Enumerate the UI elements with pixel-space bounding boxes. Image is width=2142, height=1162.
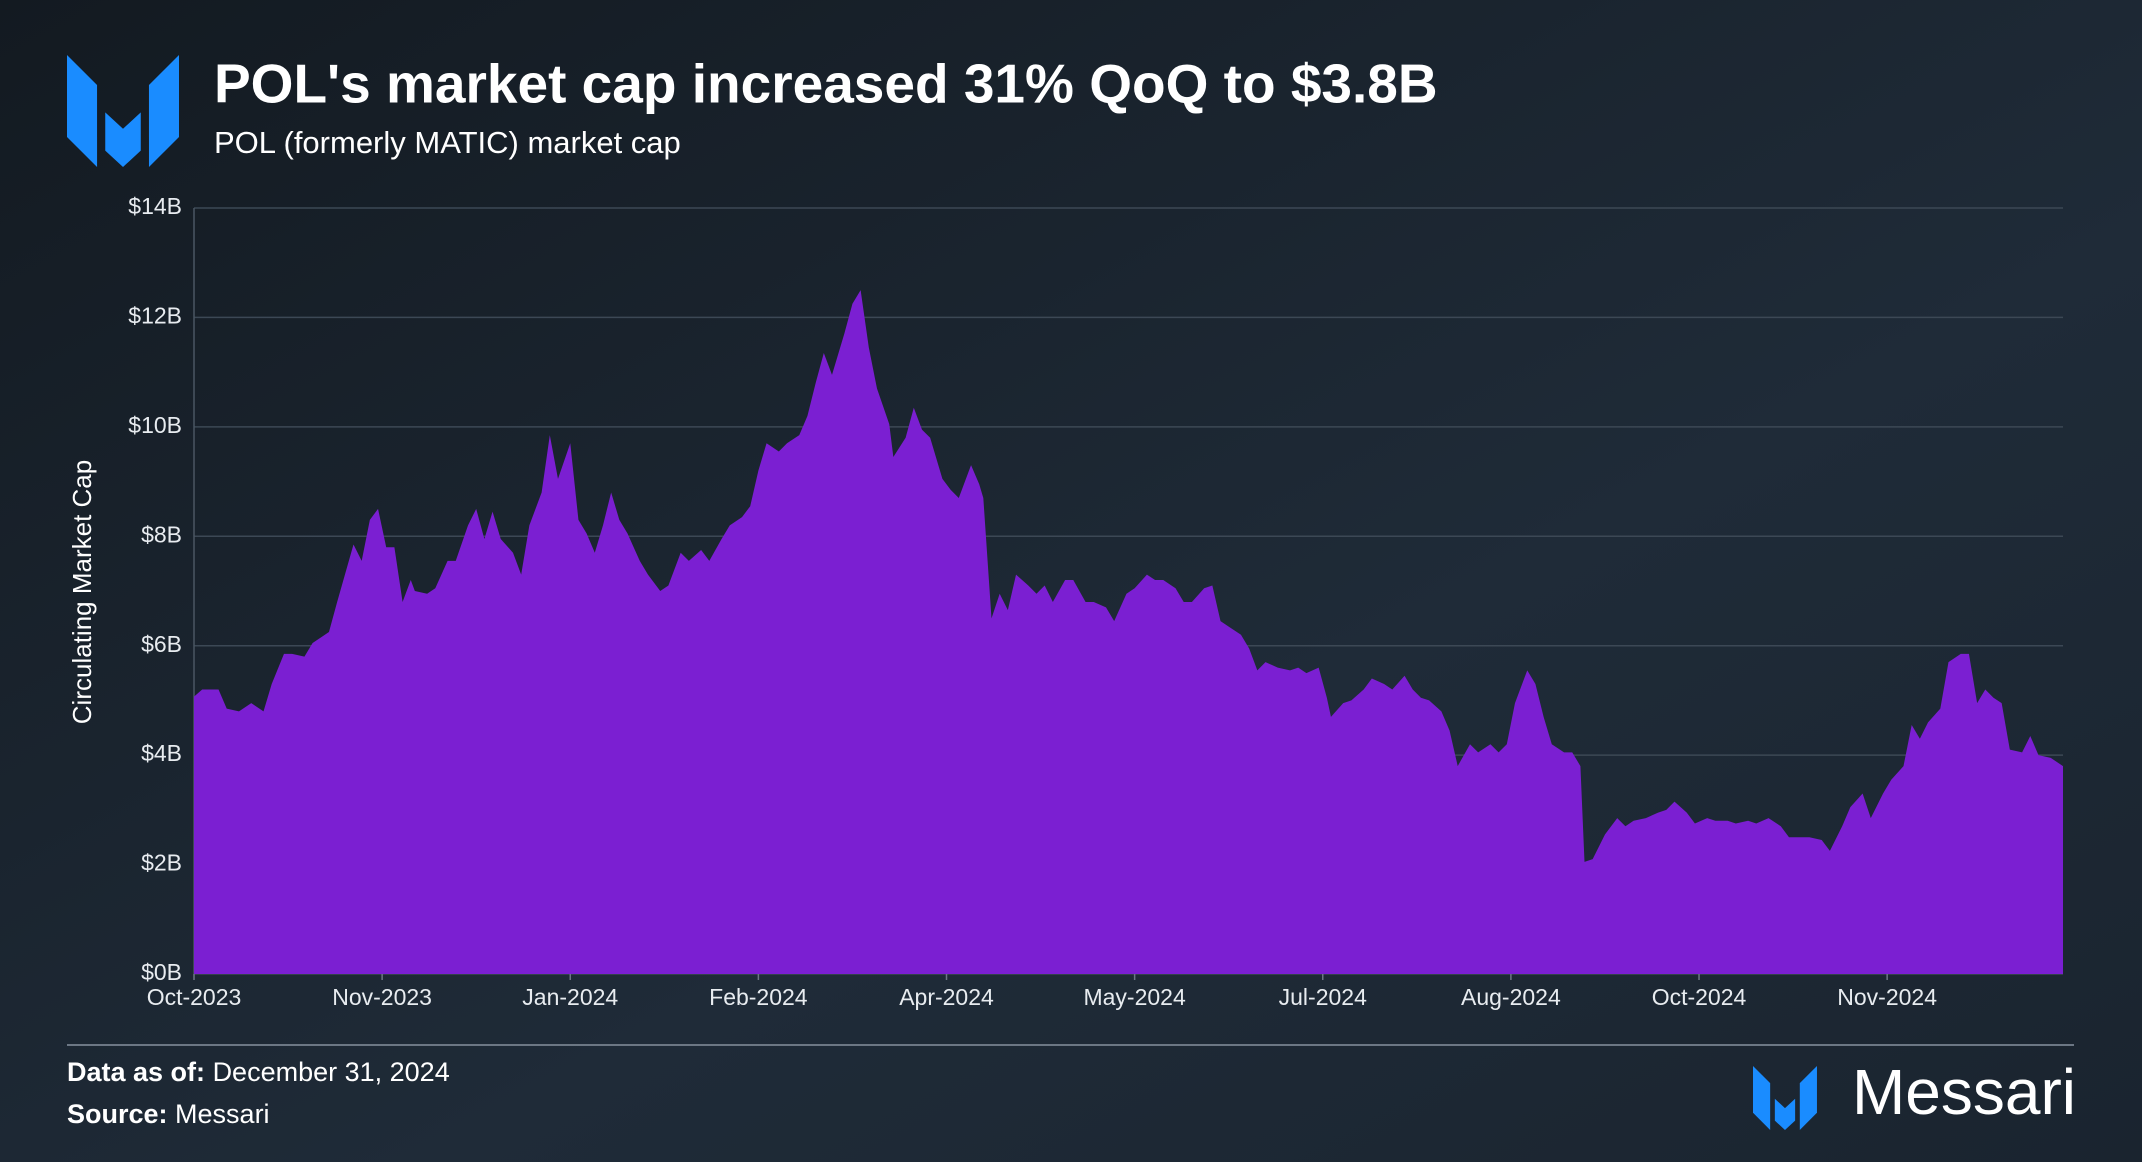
footer-date: Data as of: December 31, 2024 — [67, 1057, 450, 1087]
x-tick-label: Jul-2024 — [1279, 984, 1367, 1010]
chart-title: POL's market cap increased 31% QoQ to $3… — [214, 53, 1438, 115]
footer-date-value: December 31, 2024 — [213, 1057, 450, 1087]
x-tick-label: Apr-2024 — [899, 984, 994, 1010]
brand-logo — [1753, 1066, 1817, 1130]
y-axis-label: Circulating Market Cap — [67, 460, 97, 724]
footer-source-label: Source: — [67, 1099, 168, 1129]
plot-area: $0B $2B $4B $6B $8B $10B $12B $14B Oct-2023 Nov-2… — [128, 193, 2063, 1010]
footer-source: Source: Messari — [67, 1099, 270, 1129]
x-tick-label: Jan-2024 — [522, 984, 618, 1010]
area — [194, 290, 2063, 975]
brand-name: Messari — [1852, 1056, 2076, 1128]
y-tick-label: $14B — [128, 193, 182, 219]
y-tick-label: $4B — [141, 740, 182, 766]
footer-date-label: Data as of: — [67, 1057, 205, 1087]
x-tick-label: Oct-2023 — [147, 984, 242, 1010]
x-tick-label: Feb-2024 — [709, 984, 808, 1010]
footer-source-value: Messari — [175, 1099, 270, 1129]
x-tick-label: Nov-2023 — [332, 984, 432, 1010]
y-tick-label: $12B — [128, 303, 182, 329]
y-tick-label: $2B — [141, 850, 182, 876]
x-tick-label: Aug-2024 — [1461, 984, 1561, 1010]
x-tick-label: May-2024 — [1083, 984, 1185, 1010]
x-tick-label: Nov-2024 — [1837, 984, 1937, 1010]
y-tick-label: $10B — [128, 412, 182, 438]
y-tick-label: $6B — [141, 631, 182, 657]
x-tick-label: Oct-2024 — [1652, 984, 1747, 1010]
logo — [67, 55, 180, 168]
y-tick-label: $8B — [141, 521, 182, 547]
y-tick-label: $0B — [141, 959, 182, 985]
chart-subtitle: POL (formerly MATIC) market cap — [214, 125, 681, 160]
